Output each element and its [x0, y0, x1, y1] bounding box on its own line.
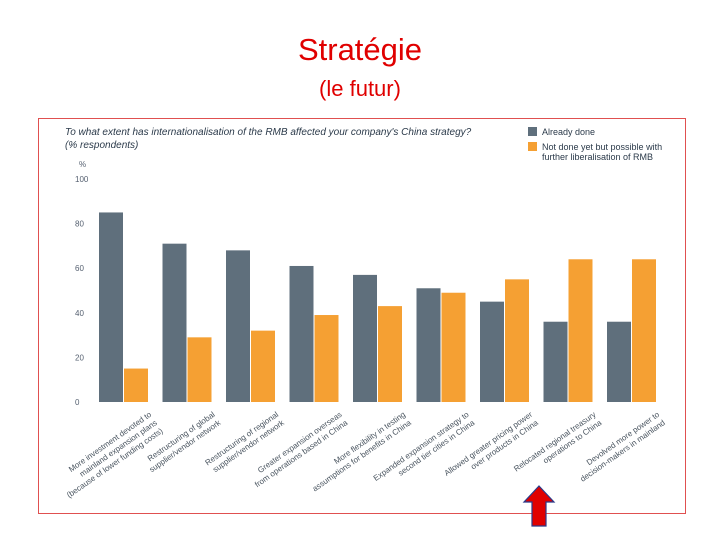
bar-not-yet-8 [568, 259, 593, 402]
bar-already-done-9 [607, 321, 631, 402]
y-tick-label: 20 [75, 353, 84, 362]
bar-already-done-3 [226, 250, 250, 402]
bar-not-yet-6 [441, 292, 466, 402]
bar-not-yet-9 [632, 259, 656, 402]
y-tick-label: 60 [75, 264, 84, 273]
bar-not-yet-2 [187, 337, 212, 402]
chart-title: To what extent has internationalisation … [65, 127, 472, 138]
bar-already-done-4 [289, 265, 314, 402]
legend-label-2: Not done yet but possible with [542, 142, 662, 152]
bar-not-yet-1 [124, 368, 148, 402]
bar-not-yet-7 [505, 279, 529, 402]
bar-already-done-2 [162, 243, 187, 402]
y-tick-label: 100 [75, 175, 89, 184]
chart-frame: To what extent has internationalisation … [38, 118, 686, 514]
y-tick-label: 40 [75, 309, 84, 318]
legend-label-1: Already done [542, 127, 595, 137]
y-axis-unit: % [79, 160, 86, 169]
legend-swatch-1 [528, 127, 537, 136]
legend-swatch-2 [528, 142, 537, 151]
legend-label-2: further liberalisation of RMB [542, 152, 653, 162]
chart-subtitle: (% respondents) [65, 140, 138, 151]
x-category-label-1: mainland expansion plans [78, 418, 159, 478]
slide-subtitle: (le futur) [319, 76, 401, 101]
bar-chart: To what extent has internationalisation … [65, 127, 667, 500]
y-tick-label: 0 [75, 398, 80, 407]
slide-title: Stratégie [297, 32, 423, 67]
bar-not-yet-3 [251, 330, 275, 402]
bar-already-done-5 [353, 274, 377, 402]
bar-already-done-6 [416, 288, 441, 402]
up-arrow-icon [522, 485, 556, 527]
bar-not-yet-4 [314, 315, 339, 402]
bar-not-yet-5 [378, 306, 402, 402]
bar-already-done-8 [543, 321, 568, 402]
bar-already-done-7 [480, 301, 504, 402]
bar-already-done-1 [99, 212, 123, 402]
y-tick-label: 80 [75, 220, 84, 229]
